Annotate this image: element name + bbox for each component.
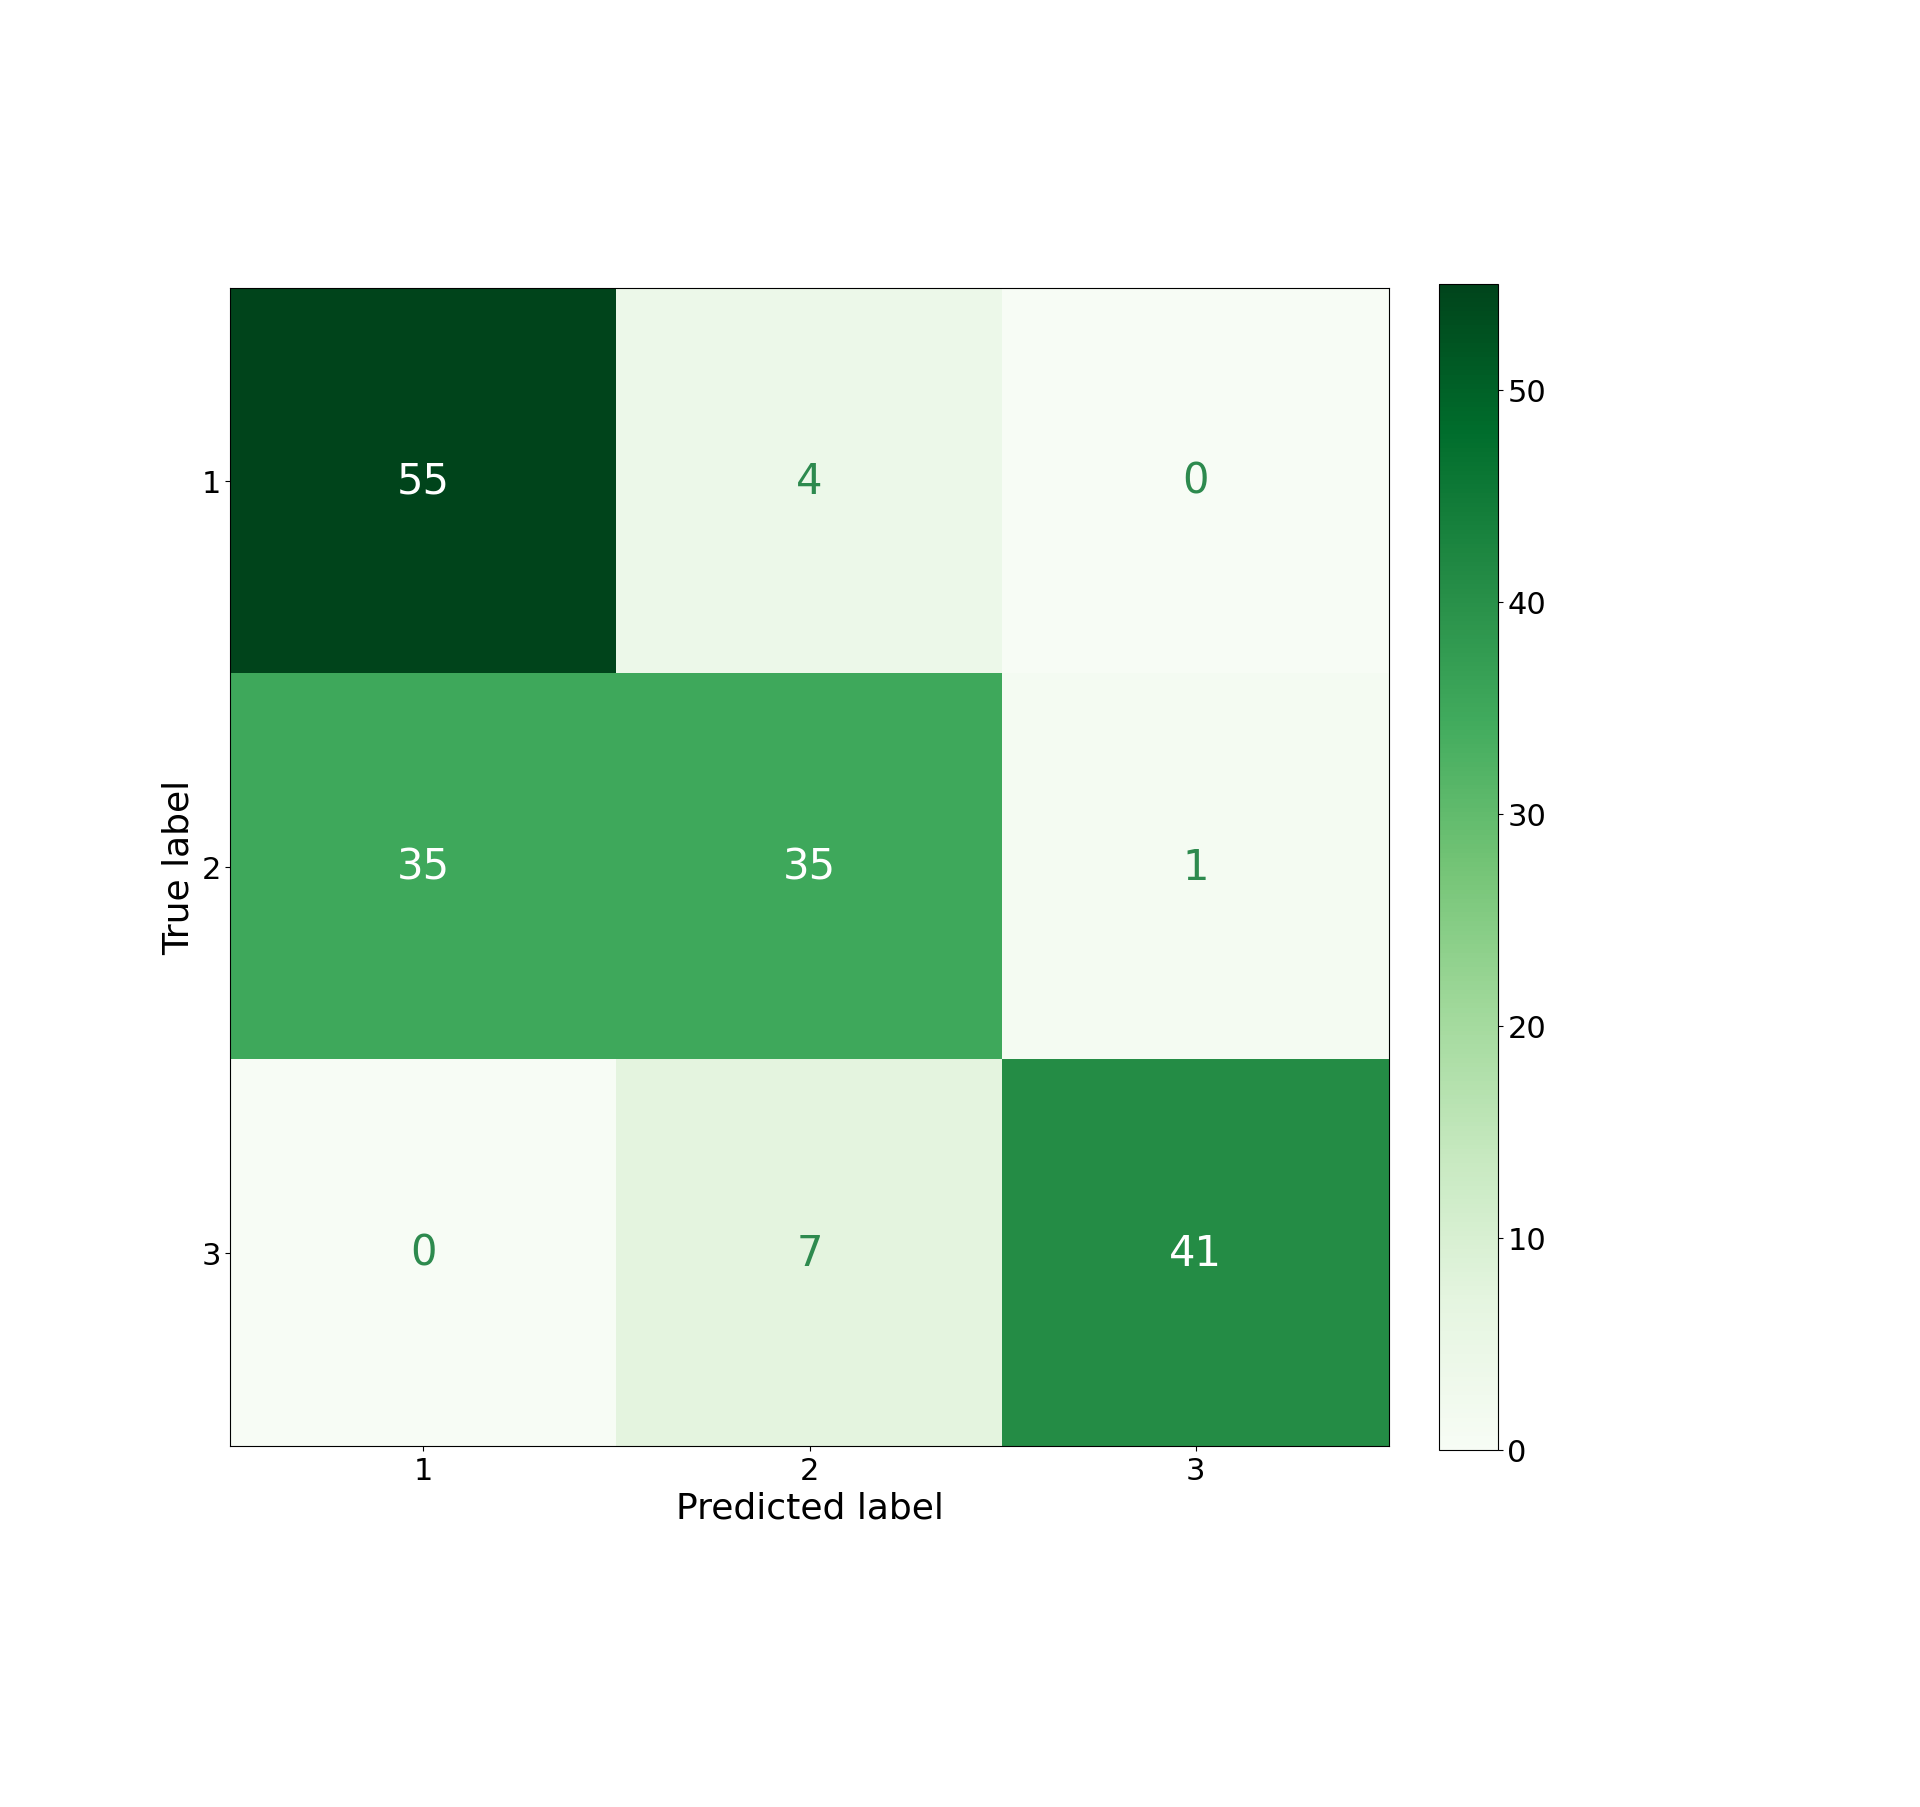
Text: 0: 0 [411,1232,436,1274]
Text: 35: 35 [783,846,835,889]
Text: 4: 4 [797,461,824,502]
Text: 1: 1 [1183,846,1210,889]
Text: 35: 35 [397,846,449,889]
Text: 41: 41 [1169,1232,1223,1274]
X-axis label: Predicted label: Predicted label [676,1491,943,1525]
Y-axis label: True label: True label [161,781,196,954]
Text: 55: 55 [397,461,449,502]
Text: 0: 0 [1183,461,1210,502]
Text: 7: 7 [797,1232,822,1274]
